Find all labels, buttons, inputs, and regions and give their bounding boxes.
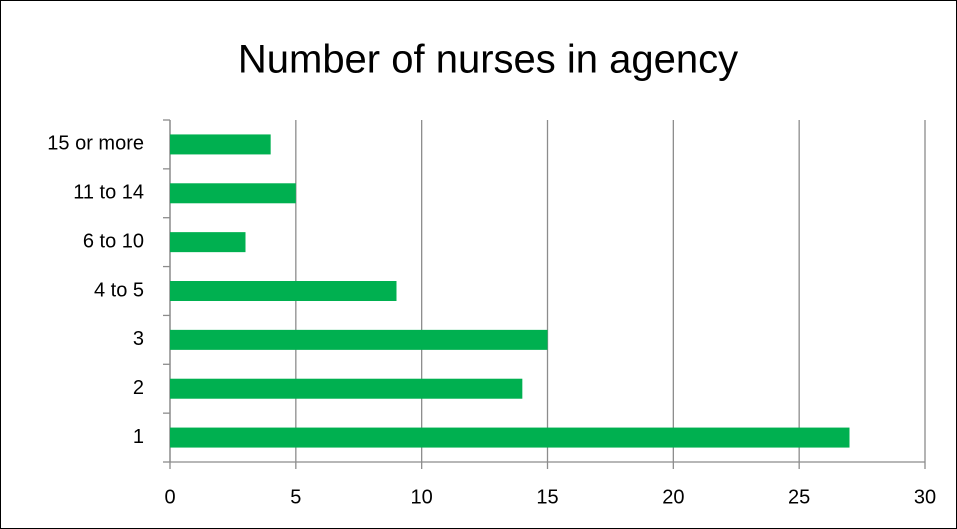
x-tick-label: 30 <box>914 486 936 508</box>
x-tick-label: 20 <box>662 486 684 508</box>
y-tick-label: 4 to 5 <box>94 279 144 301</box>
bar <box>170 183 296 204</box>
chart-title: Number of nurses in agency <box>238 38 738 82</box>
bar <box>170 427 850 448</box>
x-tick-label: 0 <box>164 486 175 508</box>
x-tick-label: 10 <box>411 486 433 508</box>
y-tick-label: 6 to 10 <box>83 230 144 252</box>
y-tick-label: 15 or more <box>47 133 144 155</box>
y-tick-label: 11 to 14 <box>73 182 144 204</box>
y-tick-label: 2 <box>133 377 144 399</box>
bar <box>170 378 523 399</box>
bar <box>170 281 397 301</box>
x-tick-label: 15 <box>536 486 558 508</box>
y-tick-label: 3 <box>133 328 144 350</box>
y-tick-label: 1 <box>133 426 144 448</box>
x-tick-label: 5 <box>290 486 301 508</box>
bar <box>170 134 271 155</box>
x-tick-label: 25 <box>788 486 810 508</box>
bar <box>170 329 548 350</box>
bar <box>170 232 246 253</box>
